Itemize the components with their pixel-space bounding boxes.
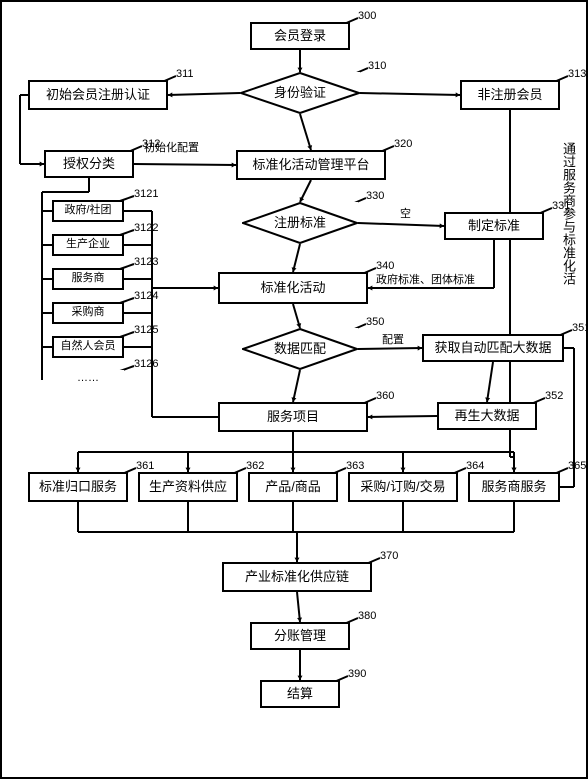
- label: 3122: [134, 222, 158, 235]
- label: 360: [376, 390, 394, 403]
- label: 3123: [134, 256, 158, 269]
- label: 3124: [134, 290, 158, 303]
- label: 330: [366, 190, 384, 203]
- node-360: 服务项目: [218, 402, 368, 432]
- vertical-note: 通过服务商参与标准化活: [559, 142, 576, 285]
- node-351: 获取自动匹配大数据: [422, 334, 564, 362]
- node-331: 制定标准: [444, 212, 544, 240]
- label: 313: [568, 68, 586, 81]
- node-312: 授权分类: [44, 150, 134, 178]
- label: 3126: [134, 358, 158, 371]
- node-370: 产业标准化供应链: [222, 562, 372, 592]
- label: 空: [400, 208, 411, 221]
- label: 390: [348, 668, 366, 681]
- node-361: 标准归口服务: [28, 472, 128, 502]
- label: 3125: [134, 324, 158, 337]
- label: 340: [376, 260, 394, 273]
- node-365: 服务商服务: [468, 472, 560, 502]
- node-320: 标准化活动管理平台: [236, 150, 386, 180]
- label: 政府标准、团体标准: [376, 274, 475, 287]
- label: 370: [380, 550, 398, 563]
- label: 300: [358, 10, 376, 23]
- label: 352: [545, 390, 563, 403]
- label: 365: [568, 460, 586, 473]
- label: 初始化配置: [144, 142, 199, 155]
- label: 380: [358, 610, 376, 623]
- node-380: 分账管理: [250, 622, 350, 650]
- node-313: 非注册会员: [460, 80, 560, 110]
- node-3126: ……: [52, 370, 124, 388]
- node-340: 标准化活动: [218, 272, 368, 304]
- label: 350: [366, 316, 384, 329]
- label: 320: [394, 138, 412, 151]
- connector-layer: [2, 2, 588, 781]
- flowchart-canvas: 会员登录300身份验证310初始会员注册认证311非注册会员313授权分类312…: [0, 0, 588, 779]
- node-3124: 采购商: [52, 302, 124, 324]
- node-3125: 自然人会员: [52, 336, 124, 358]
- node-3123: 服务商: [52, 268, 124, 290]
- node-363: 产品/商品: [248, 472, 338, 502]
- node-352: 再生大数据: [437, 402, 537, 430]
- label: 310: [368, 60, 386, 73]
- node-311: 初始会员注册认证: [28, 80, 168, 110]
- node-390: 结算: [260, 680, 340, 708]
- node-3122: 生产企业: [52, 234, 124, 256]
- label: 3121: [134, 188, 158, 201]
- node-364: 采购/订购/交易: [348, 472, 458, 502]
- label: 351: [572, 322, 588, 335]
- label: 311: [176, 68, 194, 81]
- node-3121: 政府/社团: [52, 200, 124, 222]
- label: 配置: [382, 334, 404, 347]
- node-350: 数据匹配: [242, 328, 358, 370]
- node-300: 会员登录: [250, 22, 350, 50]
- node-310: 身份验证: [240, 72, 360, 114]
- node-362: 生产资料供应: [138, 472, 238, 502]
- node-330: 注册标准: [242, 202, 358, 244]
